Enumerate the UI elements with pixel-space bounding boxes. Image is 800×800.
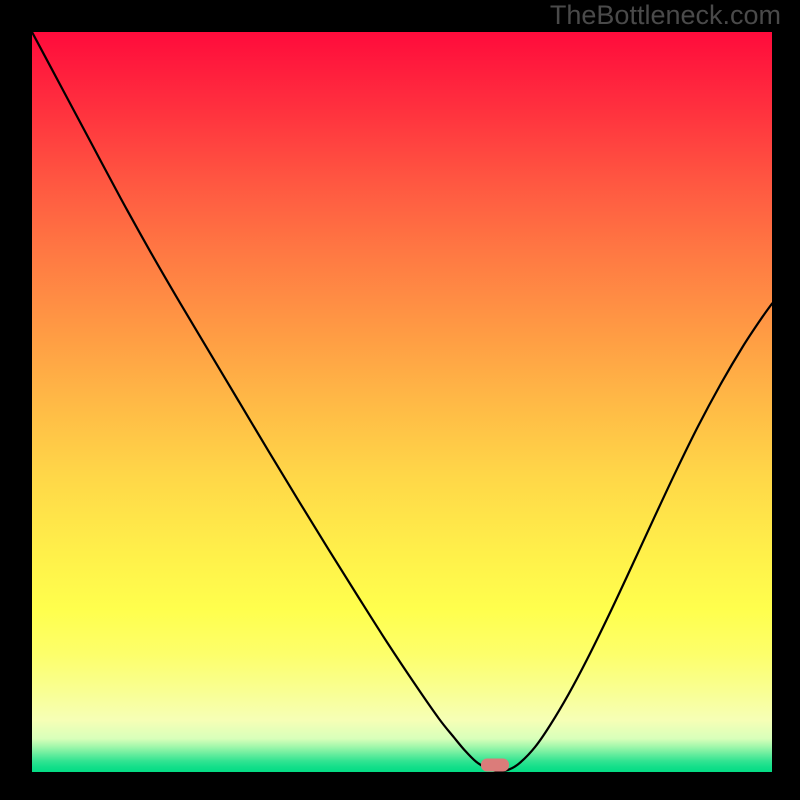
chart-svg — [32, 32, 772, 772]
watermark-text: TheBottleneck.com — [550, 0, 781, 31]
chart-background — [32, 32, 772, 772]
optimum-marker — [481, 759, 509, 772]
chart-frame: TheBottleneck.com — [0, 0, 800, 800]
chart-plot-area — [32, 32, 772, 772]
